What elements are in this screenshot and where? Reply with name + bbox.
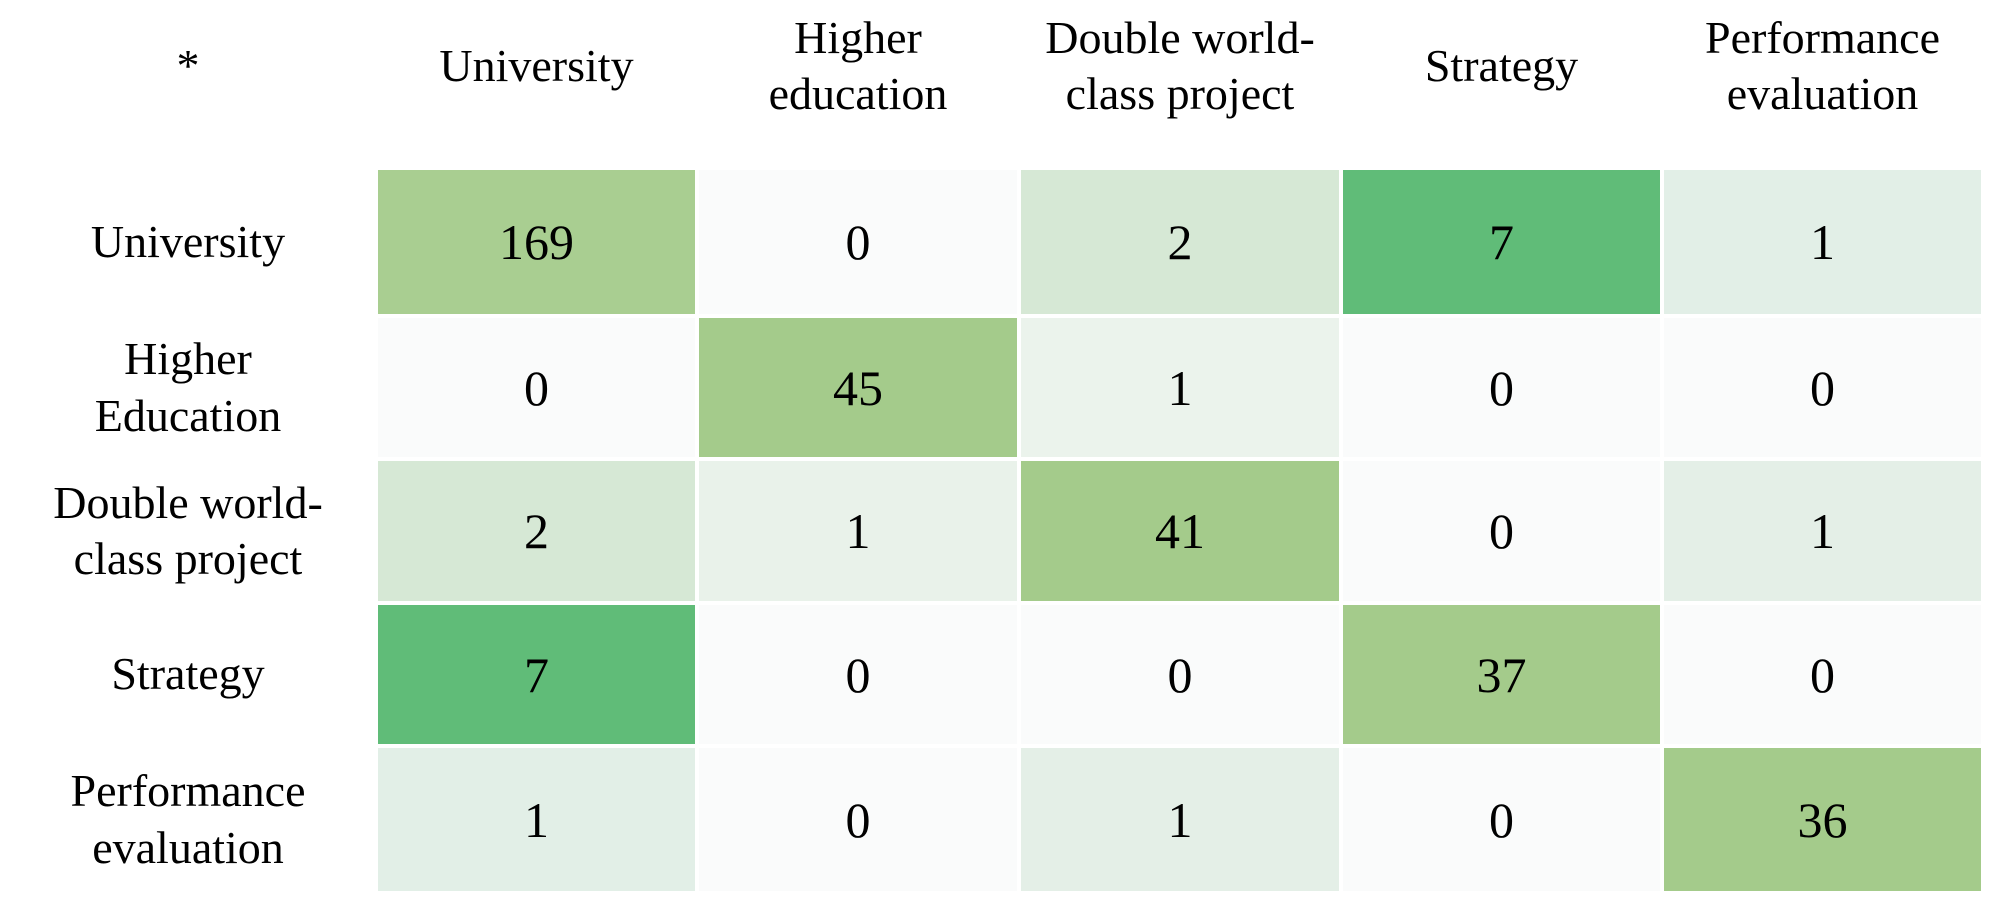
heatmap-cell: 1	[1662, 168, 1983, 316]
col-header-university: University	[439, 39, 634, 91]
heatmap-cell: 0	[376, 316, 697, 459]
heatmap-cell: 2	[376, 459, 697, 603]
heatmap-cell: 1	[1019, 746, 1341, 893]
heatmap-cell: 2	[1019, 168, 1341, 316]
heatmap-cell: 169	[376, 168, 697, 316]
heatmap-cell: 7	[376, 603, 697, 746]
heatmap-cell: 0	[1662, 316, 1983, 459]
heatmap-cell: 1	[1019, 316, 1341, 459]
row-label-strategy: Strategy	[111, 648, 265, 700]
heatmap-cell: 7	[1341, 168, 1662, 316]
row-label-performance-evaluation: Performance evaluation	[70, 765, 306, 873]
heatmap-cell: 36	[1662, 746, 1983, 893]
heatmap-cell: 0	[1341, 746, 1662, 893]
col-header-double-world-class-project: Double world- class project	[1045, 11, 1315, 119]
heatmap-cell: 1	[697, 459, 1019, 603]
heatmap-cell: 37	[1341, 603, 1662, 746]
heatmap-cell: 0	[697, 168, 1019, 316]
heatmap-cell: 0	[697, 603, 1019, 746]
heatmap-cell: 0	[1341, 459, 1662, 603]
col-header-performance-evaluation: Performance evaluation	[1705, 11, 1940, 119]
matrix-corner-label: *	[176, 39, 200, 91]
heatmap-cell: 45	[697, 316, 1019, 459]
heatmap-cell: 0	[1662, 603, 1983, 746]
heatmap-cell: 1	[376, 746, 697, 893]
heatmap-cell: 41	[1019, 459, 1341, 603]
row-label-double-world-class-project: Double world- class project	[53, 476, 323, 584]
heatmap-cell: 0	[697, 746, 1019, 893]
heatmap-cell: 0	[1019, 603, 1341, 746]
row-label-university: University	[90, 215, 286, 267]
heatmap-cell: 1	[1662, 459, 1983, 603]
col-header-strategy: Strategy	[1424, 39, 1579, 91]
row-label-higher-education: Higher Education	[94, 333, 282, 441]
col-header-higher-education: Higher education	[768, 11, 948, 119]
heatmap-cell: 0	[1341, 316, 1662, 459]
